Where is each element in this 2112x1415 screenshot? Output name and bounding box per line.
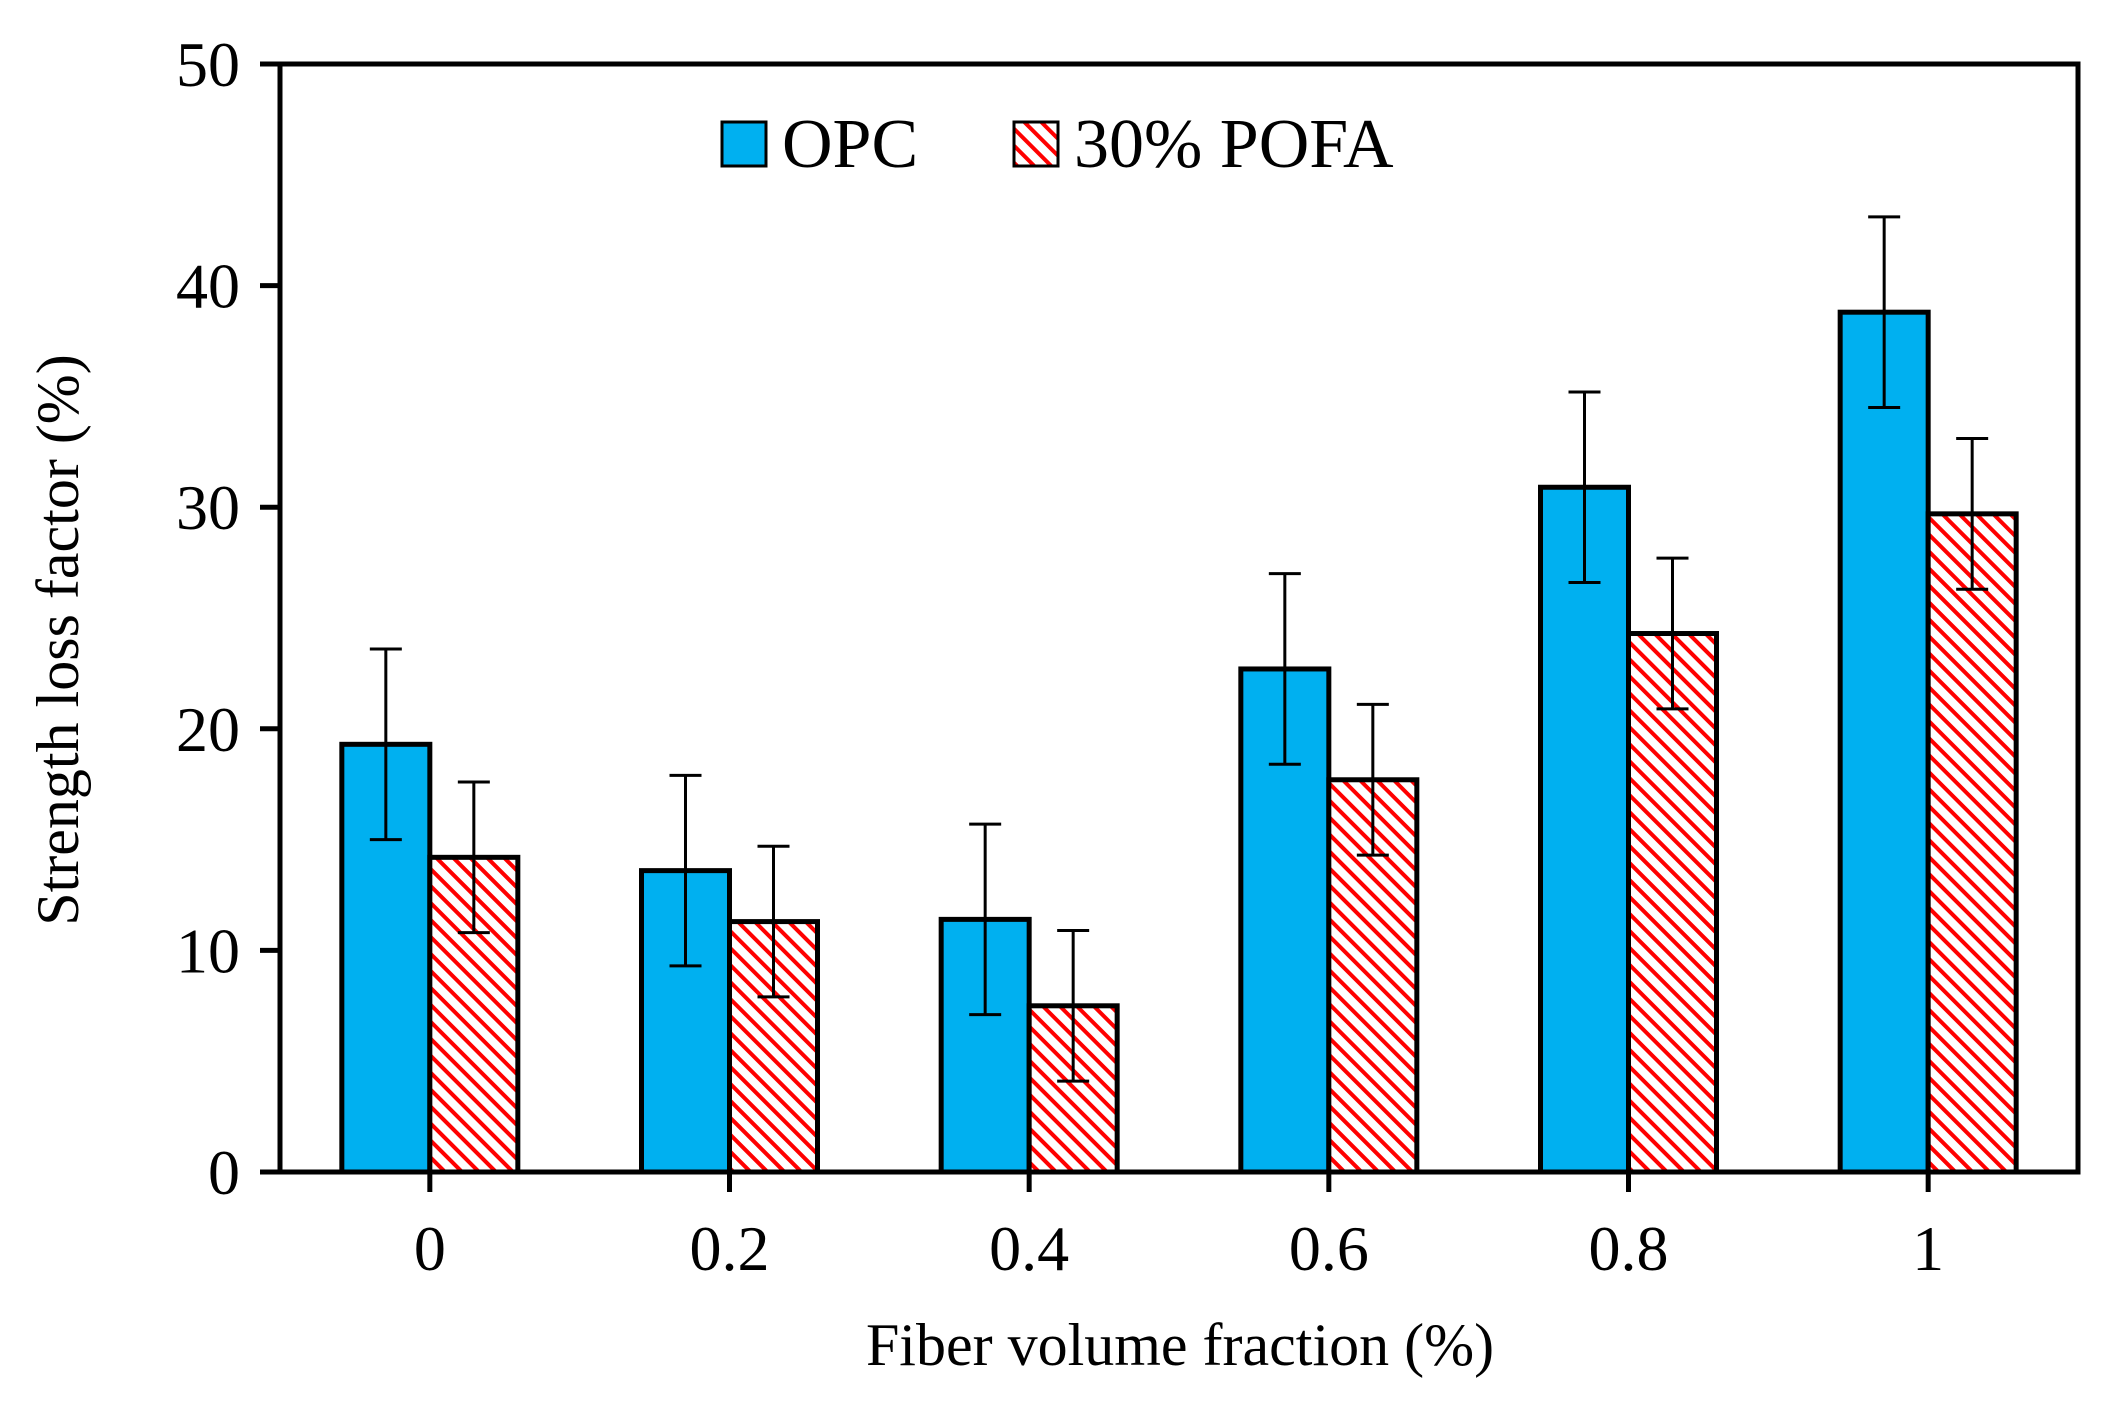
error-bar-opc-1 [1868, 215, 1901, 409]
y-tick-label-50: 50 [176, 29, 240, 100]
bar-opc-1 [1837, 309, 1931, 1175]
error-bar-opc-0.8 [1568, 390, 1601, 585]
x-tick-label-0.6: 0.6 [1289, 1213, 1369, 1284]
error-bar-30-pofa-0.4 [1057, 928, 1090, 1083]
error-bar-opc-0.2 [669, 773, 702, 968]
bars-layer [339, 309, 2019, 1175]
y-tick-label-0: 0 [208, 1137, 240, 1208]
x-tick-label-0.4: 0.4 [989, 1213, 1069, 1284]
plot-frame [277, 61, 2081, 1175]
legend: OPC 30% POFA [720, 106, 1394, 183]
x-tick-label-0.8: 0.8 [1589, 1213, 1669, 1284]
labels-layer: 0 10 20 30 40 50 0 0.2 0.4 0.6 0.8 1 [176, 29, 1944, 1284]
x-tick-label-0: 0 [414, 1213, 446, 1284]
x-tick-label-0.2: 0.2 [690, 1213, 770, 1284]
legend-swatch-opc [720, 120, 768, 168]
y-tick-label-30: 30 [176, 472, 240, 543]
error-bar-opc-0.4 [969, 822, 1002, 1017]
bar-30-pofa-0.8 [1626, 631, 1719, 1175]
y-tick-label-40: 40 [176, 251, 240, 322]
error-bars-layer [369, 215, 1989, 1083]
y-axis-title: Strength loss factor (%) [25, 354, 91, 926]
error-bar-30-pofa-0 [457, 780, 490, 935]
legend-swatch-pofa [1012, 120, 1060, 168]
y-tick-label-20: 20 [176, 694, 240, 765]
legend-label-opc: OPC [782, 106, 918, 183]
error-bar-30-pofa-0.6 [1356, 702, 1389, 857]
x-axis-title: Fiber volume fraction (%) [866, 1312, 1494, 1378]
error-bar-30-pofa-0.8 [1656, 556, 1689, 711]
x-tick-label-1: 1 [1912, 1213, 1944, 1284]
error-bar-30-pofa-0.2 [757, 844, 790, 999]
legend-label-pofa: 30% POFA [1074, 106, 1394, 183]
error-bar-30-pofa-1 [1956, 437, 1989, 591]
bar-opc-0.8 [1538, 484, 1631, 1175]
axes-layer [260, 61, 2081, 1192]
y-tick-label-10: 10 [176, 915, 240, 986]
error-bar-opc-0 [369, 647, 402, 842]
bar-30-pofa-1 [1925, 511, 2019, 1175]
error-bar-opc-0.6 [1268, 572, 1301, 766]
